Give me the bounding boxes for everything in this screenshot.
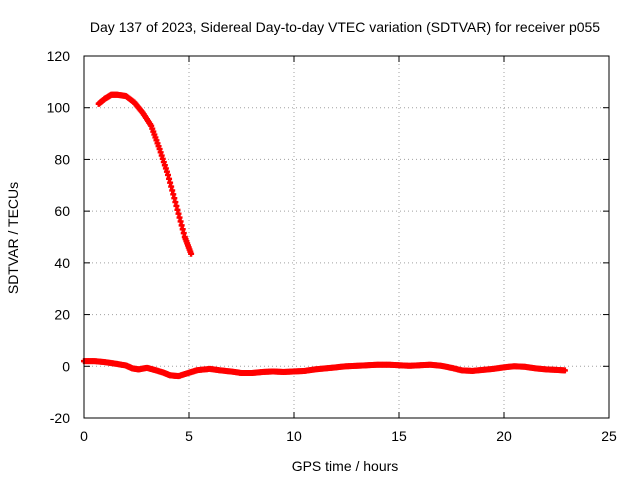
y-axis-ticks: -20 0 20 40 60 80 100 120: [47, 48, 609, 426]
y-tick-label: 60: [54, 203, 70, 219]
y-tick-label: 100: [47, 100, 71, 116]
data-point: [188, 250, 195, 257]
y-tick-label: 0: [62, 358, 70, 374]
x-tick-label: 20: [496, 428, 512, 444]
y-tick-label: 20: [54, 307, 70, 323]
series-0: [81, 358, 568, 380]
data-points: [81, 91, 568, 380]
x-tick-label: 5: [185, 428, 193, 444]
x-axis-label: GPS time / hours: [292, 458, 399, 474]
x-tick-label: 25: [601, 428, 617, 444]
x-tick-label: 10: [286, 428, 302, 444]
x-tick-label: 15: [391, 428, 407, 444]
series-1: [95, 91, 195, 257]
grid-lines: [84, 56, 609, 418]
x-tick-label: 0: [80, 428, 88, 444]
plot-frame: [83, 55, 610, 419]
x-axis-ticks: 0 5 10 15 20 25: [80, 56, 617, 444]
y-tick-label: 80: [54, 151, 70, 167]
y-axis-label: SDTVAR / TECUs: [5, 182, 21, 294]
chart-title: Day 137 of 2023, Sidereal Day-to-day VTE…: [90, 19, 600, 35]
y-tick-label: 120: [47, 48, 71, 64]
data-point: [561, 367, 568, 374]
y-tick-label: -20: [50, 410, 70, 426]
y-tick-label: 40: [54, 255, 70, 271]
